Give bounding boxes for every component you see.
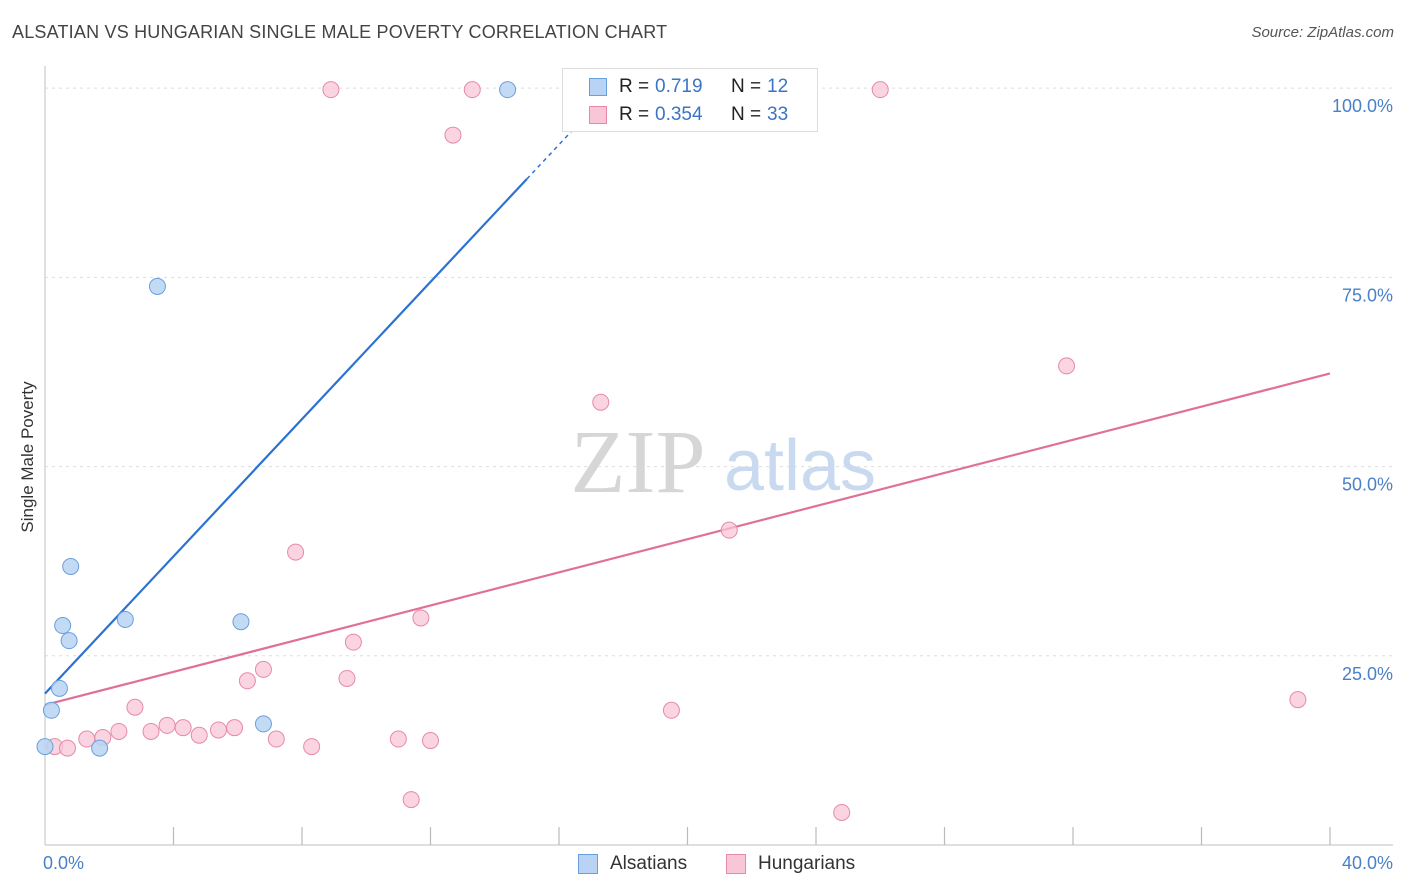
legend-r-value: 0.354 [655, 104, 703, 125]
legend-r-label: R = [619, 76, 650, 97]
hungarian-point [389, 730, 407, 748]
hungarian-point [592, 393, 610, 411]
data-points [36, 81, 1307, 821]
legend-row-alsatians: R = 0.719 N = 12 [563, 73, 817, 101]
hungarian-point [463, 81, 481, 99]
legend-label-hungarians: Hungarians [758, 853, 856, 874]
hungarian-point [226, 719, 244, 737]
alsatian-trend-line [44, 178, 528, 695]
legend-row-hungarians: R = 0.354 N = 33 [563, 101, 817, 129]
hungarian-point [338, 669, 356, 687]
hungarian-trend-line [44, 372, 1331, 707]
watermark: ZIP atlas [571, 413, 877, 512]
hungarian-point [344, 633, 362, 651]
alsatian-point [62, 557, 80, 575]
alsatian-point [499, 81, 517, 99]
hungarian-point [158, 716, 176, 734]
legend-r-label: R = [619, 104, 650, 125]
hungarian-point [720, 521, 738, 539]
trend-lines [44, 75, 1331, 707]
chart-title: ALSATIAN VS HUNGARIAN SINGLE MALE POVERT… [12, 22, 668, 42]
hungarian-point [126, 698, 144, 716]
alsatian-point [42, 701, 60, 719]
hungarian-point [1058, 357, 1076, 375]
alsatian-point [148, 277, 166, 295]
hungarian-point [444, 126, 462, 144]
hungarian-point [833, 803, 851, 821]
gridlines [45, 87, 1395, 657]
x-tick-label: 40.0% [1342, 853, 1393, 873]
alsatian-point [36, 738, 54, 756]
series-legend: Alsatians Hungarians [0, 852, 1406, 878]
y-tick-label: 50.0% [1342, 475, 1393, 495]
legend-n-value: 33 [767, 104, 789, 125]
alsatian-point [232, 613, 250, 631]
hungarian-point [238, 672, 256, 690]
alsatian-point [54, 617, 72, 635]
legend-n-label: N = [731, 76, 762, 97]
y-tick-label: 25.0% [1342, 664, 1393, 684]
hungarian-point [871, 81, 889, 99]
y-tick-label: 75.0% [1342, 285, 1393, 305]
y-tick-label: 100.0% [1332, 96, 1393, 116]
hungarian-point [110, 722, 128, 740]
hungarian-point [412, 609, 430, 627]
tick-labels: 25.0% 50.0% 75.0% 100.0% 0.0% 40.0% [43, 96, 1393, 873]
hungarian-point [402, 791, 420, 809]
x-tick-label: 0.0% [43, 853, 84, 873]
watermark-atlas: atlas [724, 426, 876, 506]
hungarian-point [190, 726, 208, 744]
stats-legend: R = 0.719 N = 12 R = 0.354 N = 33 [562, 68, 818, 132]
watermark-zip: ZIP [571, 413, 706, 512]
hungarian-point [322, 81, 340, 99]
hungarian-point [303, 738, 321, 756]
alsatian-point [254, 715, 272, 733]
hungarian-point [142, 722, 160, 740]
hungarian-point [267, 730, 285, 748]
hungarian-point [662, 701, 680, 719]
hungarian-legend-swatch [726, 854, 746, 874]
hungarian-point [1289, 691, 1307, 709]
legend-label-alsatians: Alsatians [610, 853, 688, 874]
hungarian-point [254, 660, 272, 678]
hungarian-swatch [589, 106, 607, 124]
legend-n-label: N = [731, 104, 762, 125]
alsatian-point [60, 632, 78, 650]
alsatian-point [91, 739, 109, 757]
legend-r-value: 0.719 [655, 76, 703, 97]
source-label: Source: ZipAtlas.com [1251, 24, 1394, 41]
alsatian-point [50, 679, 68, 697]
hungarian-point [58, 739, 76, 757]
alsatian-point [116, 610, 134, 628]
legend-n-value: 12 [767, 76, 789, 97]
alsatian-swatch [589, 78, 607, 96]
alsatian-legend-swatch [578, 854, 598, 874]
hungarian-point [287, 543, 305, 561]
hungarian-point [174, 719, 192, 737]
hungarian-point [209, 721, 227, 739]
axes [44, 66, 1393, 846]
hungarian-point [422, 732, 439, 750]
